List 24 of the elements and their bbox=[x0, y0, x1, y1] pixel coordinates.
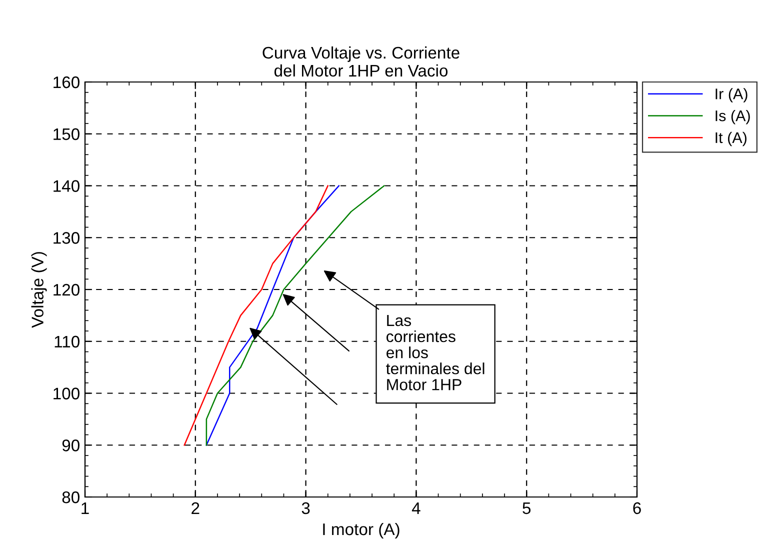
y-tick-label: 110 bbox=[54, 336, 80, 348]
x-tick-label: 4 bbox=[412, 502, 420, 514]
x-tick-label: 3 bbox=[302, 502, 310, 514]
y-axis-title: Voltaje (V) bbox=[31, 252, 47, 328]
legend-label: Is (A) bbox=[716, 110, 750, 124]
y-tick-label: 90 bbox=[62, 440, 80, 452]
y-tick-label: 140 bbox=[54, 180, 80, 192]
y-tick-label: 100 bbox=[54, 388, 80, 400]
x-tick-label: 5 bbox=[522, 502, 531, 514]
annotation: Las corrientes en los terminales del Motor 1HP bbox=[386, 314, 484, 390]
x-tick-label: 2 bbox=[192, 502, 200, 514]
line-series bbox=[184, 185, 329, 446]
x-tick-label: 6 bbox=[633, 502, 641, 514]
y-tick-label: 160 bbox=[54, 76, 80, 88]
legend-label: It (A) bbox=[716, 132, 746, 146]
y-tick-label: 120 bbox=[54, 284, 80, 296]
y-tick-label: 130 bbox=[54, 232, 80, 244]
y-tick-label: 150 bbox=[54, 128, 80, 140]
x-axis-title: I motor (A) bbox=[323, 522, 400, 538]
legend-label: Ir (A) bbox=[716, 88, 748, 102]
y-tick-label: 80 bbox=[62, 491, 80, 504]
chart-title: Curva Voltaje vs. Corriente del Motor 1HP en Vacio bbox=[262, 46, 460, 77]
x-tick-label: 1 bbox=[82, 502, 89, 514]
line-series bbox=[206, 185, 385, 446]
